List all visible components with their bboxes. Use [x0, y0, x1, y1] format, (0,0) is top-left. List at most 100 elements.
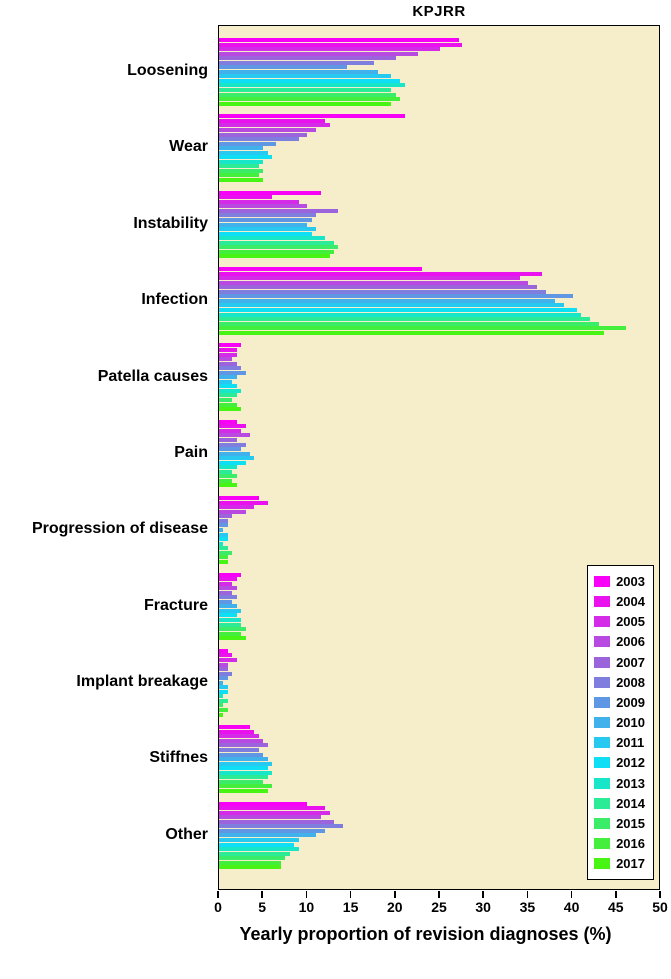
bar-stiffnes-2010 [219, 757, 268, 762]
legend-item-2014: 2014 [594, 793, 645, 813]
bar-wear-2005 [219, 123, 330, 128]
bar-fracture-2010 [219, 604, 237, 609]
category-label-fracture: Fracture [143, 596, 208, 614]
x-tick-15 [349, 891, 352, 898]
bar-other-2013 [219, 847, 299, 852]
bar-implant-breakage-2010 [219, 680, 224, 685]
bar-other-2015 [219, 856, 286, 861]
legend-year-label: 2003 [616, 573, 645, 589]
bar-instability-2004 [219, 195, 273, 200]
legend-item-2007: 2007 [594, 652, 645, 672]
legend-year-label: 2014 [616, 795, 645, 811]
bar-progression-of-disease-2006 [219, 509, 246, 514]
bar-implant-breakage-2008 [219, 671, 233, 676]
bar-infection-2004 [219, 271, 542, 276]
legend-swatch-2006 [594, 636, 611, 648]
x-tick-10 [305, 891, 308, 898]
bar-fracture-2017 [219, 636, 246, 641]
bar-progression-of-disease-2005 [219, 505, 255, 510]
bar-loosening-2003 [219, 38, 460, 42]
bar-wear-2007 [219, 132, 308, 137]
legend-item-2003: 2003 [594, 571, 645, 591]
bar-infection-2007 [219, 285, 538, 290]
bar-implant-breakage-2006 [219, 662, 228, 667]
bar-stiffnes-2003 [219, 725, 250, 730]
bar-patella-causes-2013 [219, 388, 242, 393]
bar-other-2003 [219, 801, 308, 806]
bar-other-2007 [219, 819, 334, 824]
bar-progression-of-disease-2004 [219, 500, 268, 505]
bar-instability-2010 [219, 222, 308, 227]
plot-area: 2003 2004 2005 2006 2007 2008 2009 2010 2011 2012… [218, 25, 660, 890]
x-tick-30 [482, 891, 484, 898]
bar-loosening-2014 [219, 88, 392, 93]
bar-loosening-2017 [219, 101, 392, 106]
bar-progression-of-disease-2007 [219, 514, 233, 519]
bar-patella-causes-2003 [219, 343, 242, 348]
legend-item-2004: 2004 [594, 591, 645, 611]
x-tick-45 [615, 891, 617, 898]
bar-stiffnes-2011 [219, 761, 273, 766]
bar-other-2011 [219, 838, 299, 842]
bar-pain-2016 [219, 478, 233, 483]
bar-infection-2006 [219, 280, 529, 285]
bar-wear-2006 [219, 128, 317, 132]
bar-implant-breakage-2005 [219, 658, 237, 662]
bar-pain-2012 [219, 460, 246, 465]
bar-loosening-2011 [219, 74, 392, 79]
x-tick-label-40: 40 [563, 899, 580, 915]
legend-year-label: 2009 [616, 694, 645, 710]
legend-swatch-2008 [594, 676, 611, 688]
legend: 2003 2004 2005 2006 2007 2008 2009 2010 2011 2012… [587, 565, 654, 880]
legend-item-2017: 2017 [594, 854, 645, 874]
bar-wear-2009 [219, 141, 277, 146]
bar-pain-2007 [219, 438, 237, 442]
x-tick-label-0: 0 [214, 899, 222, 915]
legend-year-label: 2010 [616, 715, 645, 731]
x-tick-25 [438, 891, 440, 898]
bar-fracture-2014 [219, 622, 242, 627]
bar-fracture-2008 [219, 595, 237, 600]
legend-swatch-2017 [594, 858, 611, 870]
bar-implant-breakage-2013 [219, 694, 224, 699]
bar-stiffnes-2009 [219, 752, 264, 757]
bar-group-progression-of-disease [219, 496, 659, 564]
x-tick-40 [570, 891, 573, 898]
bar-patella-causes-2007 [219, 361, 237, 366]
bar-other-2009 [219, 828, 326, 833]
legend-item-2011: 2011 [594, 733, 645, 753]
bar-implant-breakage-2014 [219, 698, 228, 703]
bar-progression-of-disease-2010 [219, 528, 224, 532]
bar-pain-2015 [219, 474, 237, 479]
bar-infection-2017 [219, 330, 604, 335]
bar-patella-causes-2008 [219, 366, 242, 371]
legend-year-label: 2004 [616, 593, 645, 609]
legend-swatch-2011 [594, 737, 611, 749]
x-tick-50 [659, 891, 661, 898]
category-label-pain: Pain [174, 443, 208, 461]
bar-stiffnes-2016 [219, 784, 273, 789]
bar-wear-2003 [219, 114, 405, 119]
bar-patella-causes-2016 [219, 402, 237, 407]
legend-swatch-2012 [594, 757, 611, 769]
bar-stiffnes-2014 [219, 775, 268, 780]
bar-pain-2003 [219, 419, 237, 424]
bar-wear-2015 [219, 168, 264, 173]
bar-other-2006 [219, 815, 321, 820]
legend-swatch-2016 [594, 838, 611, 850]
x-tick-label-45: 45 [608, 899, 624, 915]
bar-progression-of-disease-2008 [219, 518, 228, 523]
bar-implant-breakage-2011 [219, 685, 228, 690]
bar-other-2004 [219, 806, 326, 811]
bar-wear-2010 [219, 146, 264, 151]
bar-instability-2006 [219, 204, 308, 209]
bar-implant-breakage-2007 [219, 667, 228, 672]
x-tick-0 [217, 891, 219, 898]
bar-infection-2011 [219, 303, 564, 308]
bar-loosening-2010 [219, 69, 379, 74]
bar-pain-2011 [219, 456, 255, 461]
category-label-stiffnes: Stiffnes [149, 749, 208, 767]
bar-fracture-2011 [219, 608, 242, 613]
bar-progression-of-disease-2009 [219, 523, 228, 528]
legend-year-label: 2011 [616, 735, 645, 751]
